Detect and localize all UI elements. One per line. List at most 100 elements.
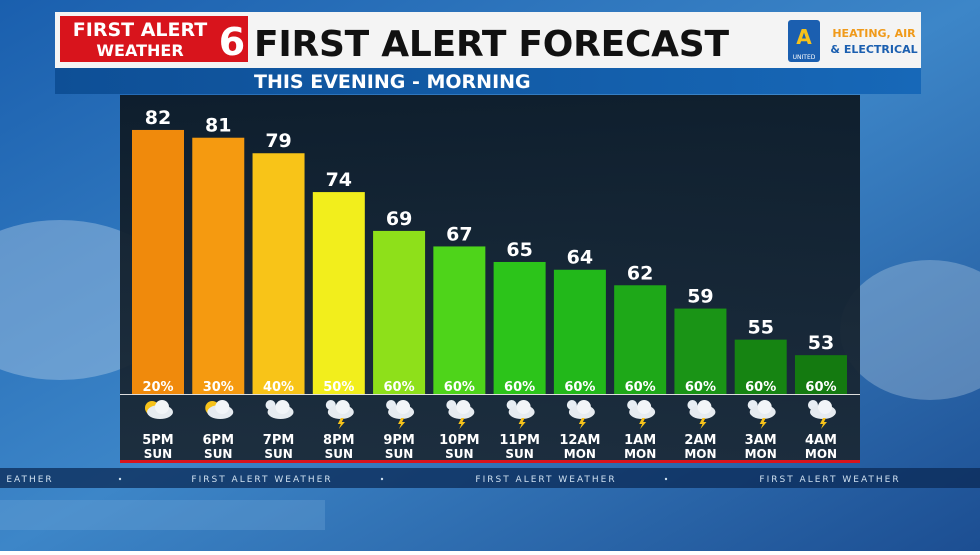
day-label: SUN [204,447,232,461]
day-label: SUN [385,447,413,461]
weather-icon [205,400,234,419]
day-label: MON [624,447,656,461]
weather-icon [747,400,776,429]
ticker-text: FIRST ALERT WEATHER [475,475,616,485]
cloud [275,400,290,414]
bar [192,137,245,394]
weather-icon [687,400,716,429]
subtitle-band [55,68,921,94]
bar [553,269,606,394]
logo-6-box [216,16,248,62]
bar [614,285,667,394]
ticker-text: FIRST ALERT WEATHER [759,475,900,485]
bolt [518,418,526,429]
bar [132,129,184,394]
weather-icon [506,400,535,429]
value-label: 65 [506,239,532,261]
weather-icon [566,400,595,429]
cloud [817,400,832,414]
weather-icon [627,400,656,429]
value-label: 55 [747,317,773,339]
header-title: FIRST ALERT FORECAST [254,24,729,65]
sponsor-a: A [796,25,812,49]
chart-subtitle: THIS EVENING - MORNING [254,71,531,93]
ticker-text: EATHER [6,475,53,485]
x-tick-label: 10PM [439,433,480,448]
value-label: 62 [627,262,653,284]
value-label: 64 [567,247,593,269]
x-tick-label: 11PM [499,433,540,448]
ticker-text: FIRST ALERT WEATHER [191,475,332,485]
cloud [757,400,772,414]
cloud [697,400,712,414]
x-tick-label: 6PM [203,433,235,448]
day-label: SUN [505,447,533,461]
ticker-dot [664,477,668,481]
cloud [456,400,471,414]
bolt [699,418,707,429]
x-tick-label: 9PM [383,433,415,448]
precip-label: 40% [263,380,294,395]
precip-label: 50% [323,380,354,395]
precip-label: 30% [203,380,234,395]
cloud [155,400,169,414]
weather-icon [807,400,836,429]
logo-text: FIRST ALERT [73,19,208,41]
weather-icon [265,400,294,419]
logo-box [60,16,220,62]
bar [734,339,787,394]
value-label: 79 [265,130,291,152]
ticker: EATHER FIRST ALERT WEATHER FIRST ALERT WEA… [6,475,900,485]
bar [373,230,426,394]
x-tick-label: 5PM [142,433,174,448]
x-tick-label: 8PM [323,433,355,448]
bolt [398,418,406,429]
precip-label: 60% [805,380,836,395]
sponsor-badge [788,20,820,62]
day-label: SUN [325,447,353,461]
value-label: 81 [205,115,231,137]
logo-text: WEATHER [96,41,183,60]
ticker-bar [0,468,980,488]
sponsor-text: HEATING, AIR [832,27,916,40]
x-tick-label: 2AM [684,433,716,448]
value-label: 69 [386,208,412,230]
sponsor-text: & ELECTRICAL [830,43,917,56]
bar [252,153,305,394]
x-tick-label: 12AM [559,433,600,448]
cloud [215,400,230,414]
cloud [576,400,591,414]
cloud [516,400,531,414]
x-tick-label: 7PM [263,433,295,448]
bar [674,308,727,394]
bolt [819,418,827,429]
day-label: MON [745,447,777,461]
day-label: MON [564,447,596,461]
bolt [337,418,345,429]
logo-number: 6 [219,20,245,64]
ticker-shade [0,500,325,530]
day-label: SUN [144,447,172,461]
precip-label: 60% [564,380,595,395]
bolt [759,418,767,429]
value-label: 82 [145,107,171,129]
weather-icon [386,400,415,429]
day-label: MON [684,447,716,461]
precip-label: 60% [685,380,716,395]
x-tick-label: 4AM [805,433,837,448]
bolt [458,418,466,429]
weather-icon [446,400,475,429]
value-label: 53 [808,332,834,354]
precip-label: 60% [384,380,415,395]
precip-label: 60% [745,380,776,395]
cloud [840,260,980,400]
precip-label: 60% [504,380,535,395]
bar [493,261,546,394]
bolt [639,418,647,429]
weather-icon [325,400,354,429]
panel-rule [120,460,860,463]
x-tick-label: 1AM [624,433,656,448]
weather-icon [145,400,173,419]
